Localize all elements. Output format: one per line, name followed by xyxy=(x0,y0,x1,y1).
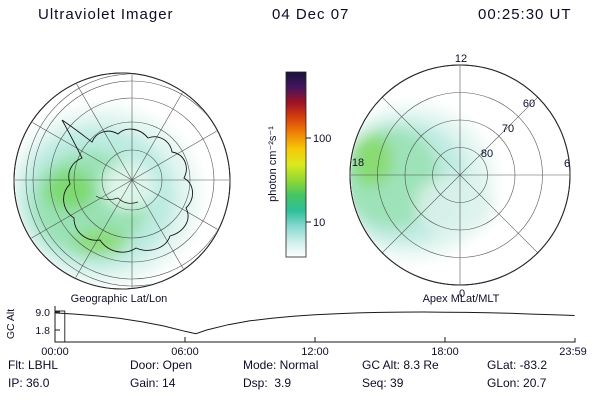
aurora-blob xyxy=(415,175,495,235)
app-title: Ultraviolet Imager xyxy=(38,6,174,23)
geographic-grid xyxy=(15,74,229,288)
aurora-blob xyxy=(352,134,392,186)
plots-canvas: Geographic Lat/Lon 100 10 photon cm⁻²s⁻¹ xyxy=(5,53,587,358)
status-ip: IP: 36.0 xyxy=(8,376,50,390)
altitude-plot: 9.0 1.8 GC Alt 00:00 06:00 12:00 18:00 2… xyxy=(5,306,587,358)
aurora-blob xyxy=(46,170,94,210)
apex-map-caption: Apex MLat/MLT xyxy=(423,293,500,305)
altitude-curve xyxy=(54,311,575,335)
geographic-map: Geographic Lat/Lon xyxy=(13,72,231,305)
colorbar-gradient-bar xyxy=(285,71,307,258)
y-tick-label-9: 9.0 xyxy=(35,307,50,319)
mlt-label-6: 6 xyxy=(564,158,570,170)
status-seq: Seq: 39 xyxy=(362,376,404,390)
x-tick-label-1200: 12:00 xyxy=(301,346,329,358)
mlt-label-18: 18 xyxy=(352,157,364,169)
x-tick-label-2359: 23:59 xyxy=(559,346,587,358)
header-time: 00:25:30 UT xyxy=(478,6,572,23)
mlat-label-60: 60 xyxy=(523,98,535,110)
colorbar-unit-label: photon cm⁻²s⁻¹ xyxy=(267,126,279,202)
altitude-axes xyxy=(54,306,576,343)
mlat-label-70: 70 xyxy=(502,123,514,135)
antarctica-coastline xyxy=(61,119,193,253)
apex-map-rim xyxy=(349,64,571,286)
aurora-emission-apex xyxy=(351,106,495,258)
mlat-label-80: 80 xyxy=(481,148,493,160)
status-door: Door: Open xyxy=(130,358,193,372)
status-glat: GLat: -83.2 xyxy=(487,358,548,372)
colorbar: 100 10 photon cm⁻²s⁻¹ xyxy=(267,71,331,258)
x-tick-label-0000: 00:00 xyxy=(41,346,69,358)
x-tick-label-0600: 06:00 xyxy=(171,346,199,358)
mlt-label-0: 0 xyxy=(459,288,465,300)
y-tick-label-1-8: 1.8 xyxy=(35,325,50,337)
status-glon: GLon: 20.7 xyxy=(487,376,547,390)
current-time-marker xyxy=(54,310,66,343)
apex-map: 12 18 6 0 60 70 80 Apex MLat/MLT xyxy=(349,53,571,305)
colorbar-tick-label-100: 100 xyxy=(313,133,331,145)
status-dsp: Dsp: 3.9 xyxy=(243,376,292,390)
aurora-blob xyxy=(102,162,154,210)
header-date: 04 Dec 07 xyxy=(272,6,350,23)
status-gcalt: GC Alt: 8.3 Re xyxy=(362,358,439,372)
colorbar-tick-label-10: 10 xyxy=(313,217,325,229)
aurora-blob xyxy=(74,230,126,256)
geographic-map-rim xyxy=(13,72,231,290)
status-gain: Gain: 14 xyxy=(130,376,176,390)
apex-grid xyxy=(350,65,570,285)
altitude-y-axis-label: GC Alt xyxy=(5,309,17,339)
status-mode: Mode: Normal xyxy=(243,358,319,372)
mlt-label-12: 12 xyxy=(455,53,467,65)
ice-shelf-line xyxy=(95,195,139,204)
status-flt: Flt: LBHL xyxy=(8,358,59,372)
geographic-map-caption: Geographic Lat/Lon xyxy=(71,293,168,305)
x-tick-label-1800: 18:00 xyxy=(431,346,459,358)
